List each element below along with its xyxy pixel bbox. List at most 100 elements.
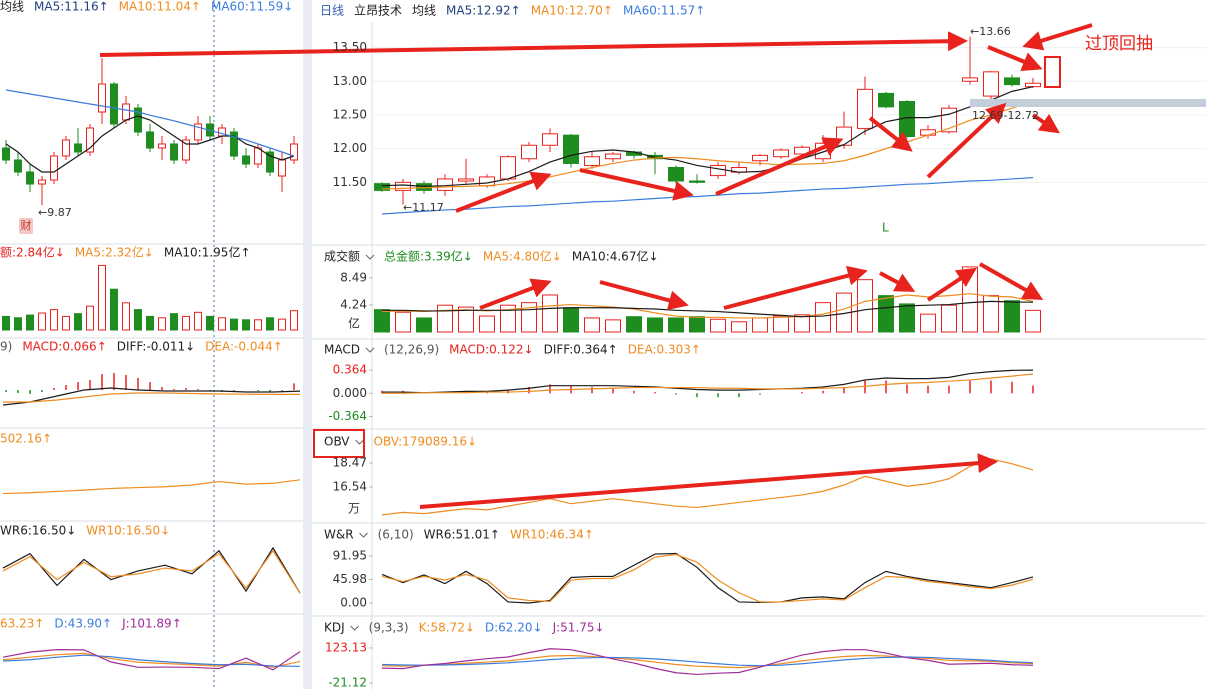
volume-bar: [122, 302, 130, 331]
plots: [2, 36, 1206, 684]
indicator-line: [382, 373, 1034, 394]
panel-volume: [2, 264, 298, 331]
header-item: MA5:12.92↑: [446, 4, 521, 18]
dropdown-chevron[interactable]: [365, 347, 375, 353]
volume-bar: [62, 315, 70, 331]
header-item: 均线: [412, 4, 436, 18]
arrow: [926, 102, 1007, 179]
header-item: 日线: [320, 4, 344, 18]
volume-bar: [542, 294, 558, 333]
indicator-line: [381, 654, 1034, 669]
candle-body: [290, 143, 298, 161]
panel-line: [2, 649, 301, 671]
y-tick-label: 12.00: [333, 141, 367, 155]
axis-unit: 万: [348, 502, 360, 516]
dropdown-chevron[interactable]: [365, 254, 375, 260]
candle-body: [752, 154, 768, 162]
candle-body: [230, 131, 238, 157]
volume-bar: [98, 264, 106, 331]
candle-body: [962, 77, 978, 82]
y-tick-label: 0.000: [333, 386, 367, 400]
header-item[interactable]: KDJ: [324, 621, 345, 635]
indicator-line: [381, 648, 1034, 676]
candle-body: [458, 178, 474, 182]
candle-body: [395, 181, 411, 191]
header-item: MA5:2.32亿↓: [75, 245, 154, 260]
dropdown-chevron[interactable]: [359, 532, 368, 538]
header-item[interactable]: 成交额: [324, 249, 360, 264]
header-item: 额:2.84亿↓: [0, 245, 65, 260]
header-item[interactable]: MACD: [324, 343, 360, 357]
volume-bar: [218, 317, 226, 331]
candle-body: [110, 83, 118, 125]
indicator-line: [381, 656, 1034, 667]
y-tick-label: -0.364: [328, 409, 367, 423]
dropdown-chevron[interactable]: [355, 439, 364, 445]
arrow: [599, 280, 689, 311]
y-tick-label: 11.50: [333, 175, 367, 189]
annotation: L: [882, 221, 889, 235]
header-item: MA60:11.59↓: [211, 0, 293, 14]
dropdown-chevron[interactable]: [350, 625, 360, 631]
volume-bar: [194, 311, 202, 331]
volume-bar: [605, 319, 621, 333]
candle-body: [374, 183, 390, 191]
arrow: [879, 271, 916, 292]
labels: 日线 立昂技术 均线 MA5:12.92↑ MA10:12.70↑ MA60:11.57↑…: [0, 0, 1153, 689]
header-item: MA10:4.67亿↓: [572, 249, 659, 264]
panel-volume: [369, 266, 1041, 333]
header-item: (6,10): [378, 528, 414, 542]
candle-body: [941, 107, 957, 133]
candle-body: [1025, 82, 1041, 88]
volume-bar: [182, 315, 190, 331]
splitter[interactable]: [303, 0, 312, 689]
candle-body: [122, 103, 130, 121]
header-item: WR6:16.50↓: [0, 524, 76, 538]
indicator-line: [382, 300, 1034, 318]
header-item: DIFF:-0.011↓: [117, 340, 195, 354]
volume-bar: [206, 315, 214, 331]
candle-body: [920, 129, 936, 136]
volume-bar: [899, 303, 915, 333]
header-item: J:51.75↓: [552, 621, 605, 635]
arrow: [579, 168, 694, 201]
volume-bar: [458, 306, 474, 333]
volume-bar: [134, 309, 142, 331]
y-tick-label: 123.13: [325, 640, 367, 654]
header-item[interactable]: W&R: [324, 528, 354, 542]
y-tick-label: 16.54: [333, 479, 367, 493]
volume-bar: [500, 304, 516, 333]
volume-bar: [395, 311, 411, 333]
header-item: 总金额:3.39亿↓: [384, 249, 473, 264]
highlight-band: [970, 99, 1206, 107]
header-item: MACD:0.066↑: [22, 340, 106, 354]
candle-body: [86, 127, 94, 153]
candle-body: [182, 139, 190, 161]
y-tick-label: 91.95: [333, 549, 367, 563]
arrow: [926, 267, 978, 302]
header-item: 502.16↑: [0, 432, 52, 446]
volume-bar: [50, 309, 58, 331]
header-item[interactable]: OBV: [324, 435, 350, 449]
volume-bar: [920, 313, 936, 333]
volume-bar: [374, 309, 390, 333]
header-item: WR10:46.34↑: [510, 528, 594, 542]
y-tick-label: 45.98: [333, 572, 367, 586]
header-item: WR6:51.01↑: [424, 528, 500, 542]
indicator-line: [5, 115, 295, 173]
volume-bar: [626, 316, 642, 333]
volume-bar: [230, 318, 238, 331]
arrow: [1022, 23, 1093, 51]
indicator-line: [2, 546, 301, 594]
header-item: MACD:0.122↓: [449, 343, 533, 357]
volume-bar: [941, 304, 957, 333]
candle-body: [158, 143, 166, 149]
volume-bar: [2, 315, 10, 331]
annotation: 财: [21, 218, 32, 232]
volume-bar: [254, 319, 262, 331]
volume-bar: [38, 312, 46, 331]
header-item: DEA:0.303↑: [628, 343, 701, 357]
arrow: [987, 45, 1043, 71]
volume-bar: [110, 288, 118, 331]
